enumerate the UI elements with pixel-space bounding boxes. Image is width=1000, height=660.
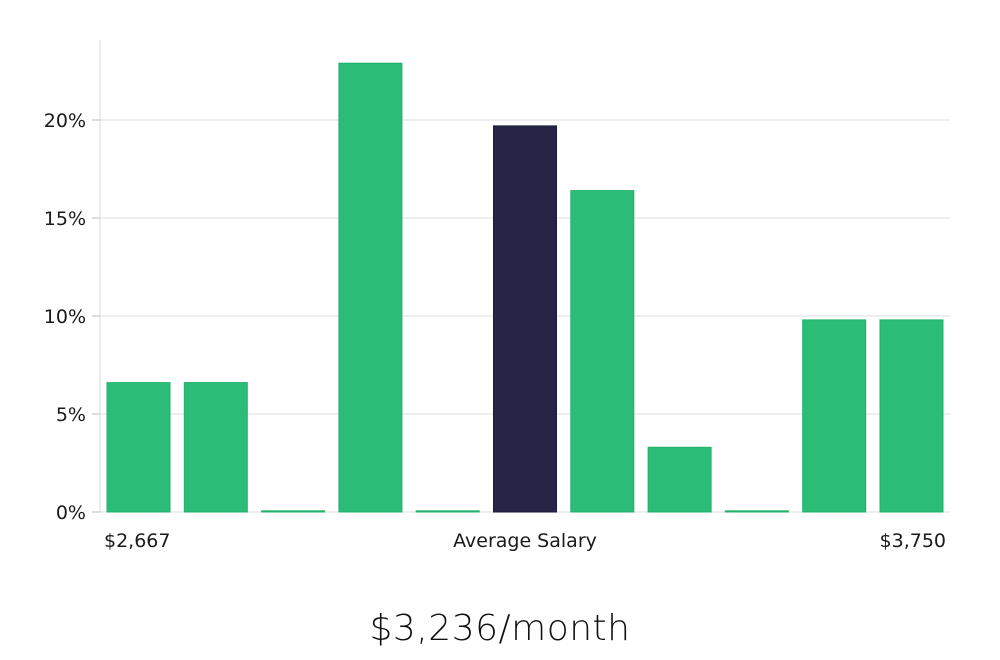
y-tick-label: 15% — [44, 208, 86, 230]
bar — [106, 382, 171, 513]
y-tick-label: 0% — [56, 502, 86, 524]
bar — [338, 62, 403, 513]
salary-distribution-chart: 0% 5% 10% 15% 20% $2,667 Average Salary $3,7… — [44, 40, 950, 552]
bar-highlighted — [493, 125, 557, 513]
bars — [106, 62, 944, 513]
y-tick-label: 10% — [44, 306, 86, 328]
bar — [802, 319, 867, 513]
bar — [724, 510, 789, 513]
bar — [261, 510, 326, 513]
bar — [415, 510, 480, 513]
bar — [570, 190, 635, 513]
y-tick-label: 5% — [56, 404, 86, 426]
y-tick-label: 20% — [44, 110, 86, 132]
x-axis: $2,667 Average Salary $3,750 — [104, 530, 946, 552]
y-axis: 0% 5% 10% 15% 20% — [44, 40, 101, 524]
bar — [879, 319, 944, 513]
x-axis-label: Average Salary — [453, 530, 597, 552]
x-max-label: $3,750 — [880, 530, 946, 552]
bar — [647, 446, 712, 513]
average-salary-value: $3,236/month — [369, 608, 631, 649]
x-min-label: $2,667 — [104, 530, 170, 552]
bar — [183, 382, 248, 513]
